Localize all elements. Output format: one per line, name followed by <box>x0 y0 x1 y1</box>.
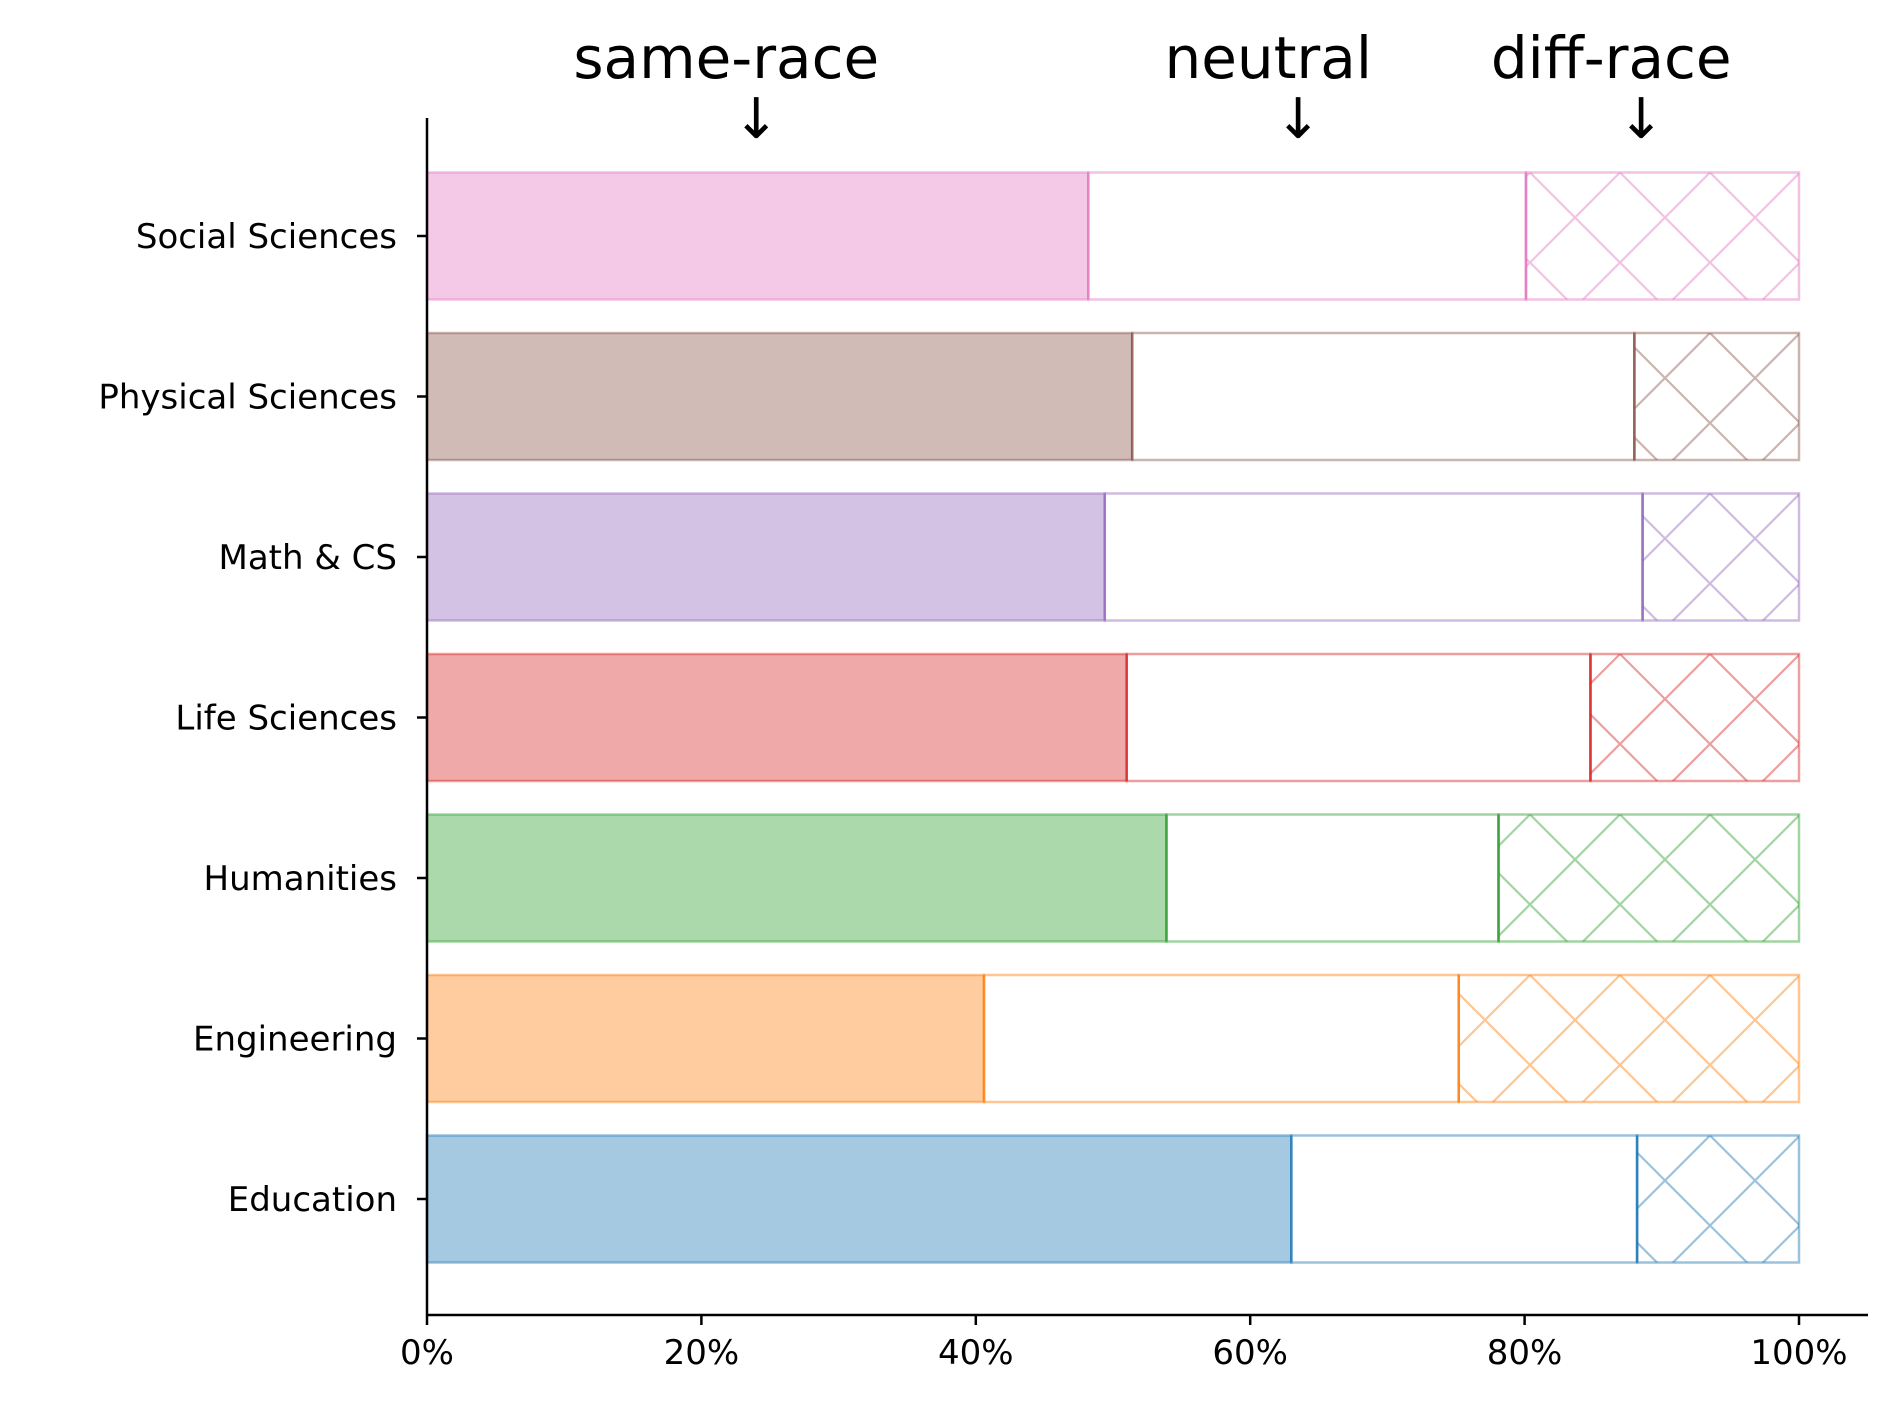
header-arrow-neutral: ↓ <box>1275 87 1322 152</box>
y-tick-label-math-and-cs: Math & CS <box>219 538 398 578</box>
bar-humanities-neutral <box>1165 813 1500 943</box>
header-label-diff-race: diff-race <box>1491 24 1732 92</box>
x-ticks-group: 0% 20% 40% 60% 80% 100% <box>400 1315 1848 1373</box>
bar-life-sciences-diff-race <box>1589 652 1801 783</box>
bar-physical-sciences-same-race <box>425 331 1134 462</box>
bar-life-sciences-same-race <box>425 652 1128 783</box>
bar-education-neutral <box>1290 1134 1639 1264</box>
bar-humanities-diff-race <box>1497 813 1801 943</box>
bar-math-and-cs-neutral <box>1103 492 1644 622</box>
bar-humanities-same-race <box>425 813 1168 943</box>
bar-social-sciences-diff-race <box>1524 171 1801 301</box>
x-tick-label-0: 0% <box>400 1333 454 1373</box>
y-tick-label-life-sciences: Life Sciences <box>175 699 397 739</box>
bar-physical-sciences-diff-race <box>1633 331 1801 462</box>
bar-social-sciences-same-race <box>425 171 1090 301</box>
bars-group <box>425 171 1801 1264</box>
y-ticks-group: Social Sciences Physical Sciences Math & C… <box>98 217 427 1220</box>
x-tick-label-60: 60% <box>1212 1333 1288 1373</box>
bar-math-and-cs-diff-race <box>1641 492 1801 622</box>
x-tick-label-100: 100% <box>1750 1333 1847 1373</box>
bar-social-sciences-neutral <box>1087 171 1528 301</box>
x-tick-label-40: 40% <box>938 1333 1014 1373</box>
y-tick-label-engineering: Engineering <box>193 1020 397 1060</box>
header-labels-group: same-race↓neutral↓diff-race↓ <box>573 24 1731 152</box>
y-tick-label-humanities: Humanities <box>204 859 397 899</box>
header-label-same-race: same-race <box>573 24 879 92</box>
header-arrow-diff-race: ↓ <box>1618 87 1665 152</box>
bar-math-and-cs-same-race <box>425 492 1107 622</box>
header-label-neutral: neutral <box>1164 24 1371 92</box>
bar-education-diff-race <box>1635 1134 1801 1264</box>
bar-life-sciences-neutral <box>1125 652 1592 783</box>
x-tick-label-20: 20% <box>664 1333 740 1373</box>
y-tick-label-social-sciences: Social Sciences <box>136 217 397 257</box>
bar-engineering-neutral <box>982 973 1460 1104</box>
bar-engineering-diff-race <box>1457 973 1801 1104</box>
bar-education-same-race <box>425 1134 1293 1264</box>
bar-engineering-same-race <box>425 973 986 1104</box>
header-arrow-same-race: ↓ <box>733 87 780 152</box>
x-tick-label-80: 80% <box>1487 1333 1563 1373</box>
bar-physical-sciences-neutral <box>1130 331 1636 462</box>
y-tick-label-physical-sciences: Physical Sciences <box>98 378 397 418</box>
y-tick-label-education: Education <box>228 1180 397 1220</box>
